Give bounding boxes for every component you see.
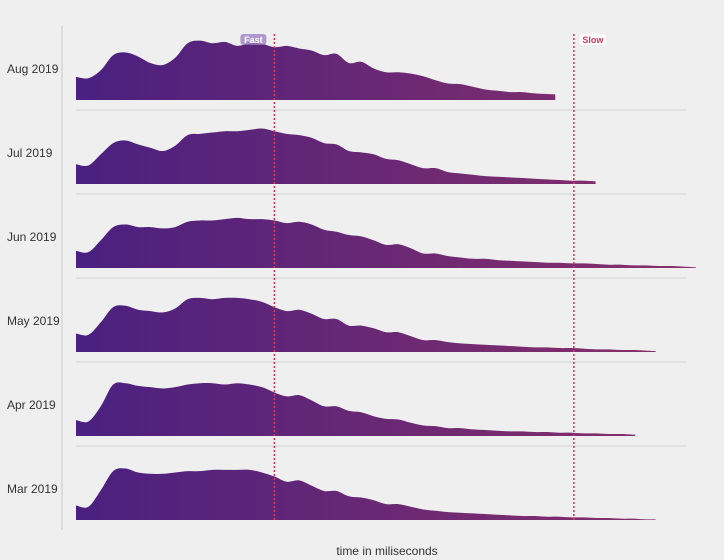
x-axis-title: time in miliseconds	[336, 544, 437, 558]
row-label: Aug 2019	[7, 62, 59, 76]
ridge-area	[76, 382, 635, 436]
row-label: Mar 2019	[7, 482, 58, 496]
marker-label: Fast	[244, 35, 263, 45]
ridge-area	[76, 468, 656, 520]
ridge-area	[76, 129, 596, 184]
row-label: Jun 2019	[7, 230, 57, 244]
ridge-row: Apr 2019	[7, 362, 686, 436]
ridge-row: Jun 2019	[7, 194, 696, 268]
marker-label: Slow	[582, 35, 604, 45]
row-label: Jul 2019	[7, 146, 53, 160]
ridge-row: Aug 2019	[7, 41, 555, 100]
ridge-row: Jul 2019	[7, 110, 686, 184]
ridgelines: Aug 2019 Jul 2019 Jun 2019 May 2019 Apr 2019…	[7, 41, 696, 520]
row-label: Apr 2019	[7, 398, 56, 412]
ridge-area	[76, 41, 555, 100]
ridge-row: May 2019	[7, 278, 686, 352]
ridgeline-chart: Aug 2019 Jul 2019 Jun 2019 May 2019 Apr 2019…	[0, 0, 724, 560]
row-label: May 2019	[7, 314, 60, 328]
threshold-markers: Fast Slow	[240, 34, 605, 520]
ridge-area	[76, 298, 656, 352]
ridge-row: Mar 2019	[7, 446, 686, 520]
ridge-area	[76, 218, 696, 268]
